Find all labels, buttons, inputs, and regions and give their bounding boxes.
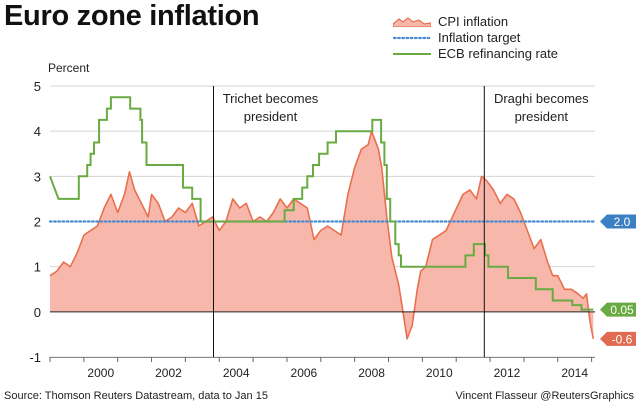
y-tick-label: -1	[29, 350, 41, 365]
legend-label-cpi: CPI inflation	[438, 14, 509, 29]
y-tick-label: 0	[34, 305, 41, 320]
x-tick-label: 2002	[155, 366, 182, 380]
x-tick-label: 2008	[358, 366, 385, 380]
source-note: Source: Thomson Reuters Datastream, data…	[4, 390, 268, 402]
end-label-tag	[600, 331, 636, 346]
end-label-1: 0.05	[600, 302, 636, 317]
annotation-text-0-0: Trichet becomes	[223, 91, 319, 106]
credit-note: Vincent Flasseur @ReutersGraphics	[455, 390, 634, 402]
end-label-text: -0.6	[612, 332, 633, 346]
end-label-text: 0.05	[610, 303, 634, 317]
y-tick-label: 4	[34, 124, 41, 139]
page-title: Euro zone inflation	[4, 0, 260, 32]
y-tick-label: 5	[34, 79, 41, 94]
legend-swatch-ecb-icon	[393, 53, 431, 55]
end-label-0: 2.0	[600, 214, 636, 229]
ecb-rate-line	[49, 96, 594, 311]
y-axis-label: Percent	[48, 61, 90, 75]
cpi-area	[50, 131, 594, 339]
annotation-text-1-1: president	[515, 109, 569, 124]
y-tick-label: 3	[34, 169, 41, 184]
x-tick-label: 2014	[561, 366, 588, 380]
annotation-text-1-0: Draghi becomes	[494, 91, 589, 106]
x-tick-label: 2012	[494, 366, 521, 380]
end-label-tag	[600, 302, 636, 317]
legend-label-ecb: ECB refinancing rate	[438, 46, 558, 61]
end-label-2: -0.6	[600, 331, 636, 346]
x-tick-label: 2004	[223, 366, 250, 380]
annotation-text-0-1: president	[244, 109, 298, 124]
end-label-tag	[600, 214, 636, 229]
legend-label-target: Inflation target	[438, 30, 521, 45]
x-tick-label: 2010	[426, 366, 453, 380]
cpi-line	[49, 130, 595, 340]
legend-swatch-target-icon	[393, 36, 431, 40]
legend-swatch-cpi-icon	[393, 17, 431, 27]
y-tick-label: 2	[34, 215, 41, 230]
x-tick-label: 2000	[87, 366, 114, 380]
x-tick-label: 2006	[291, 366, 318, 380]
end-label-text: 2.0	[614, 215, 631, 229]
y-tick-label: 1	[34, 260, 41, 275]
